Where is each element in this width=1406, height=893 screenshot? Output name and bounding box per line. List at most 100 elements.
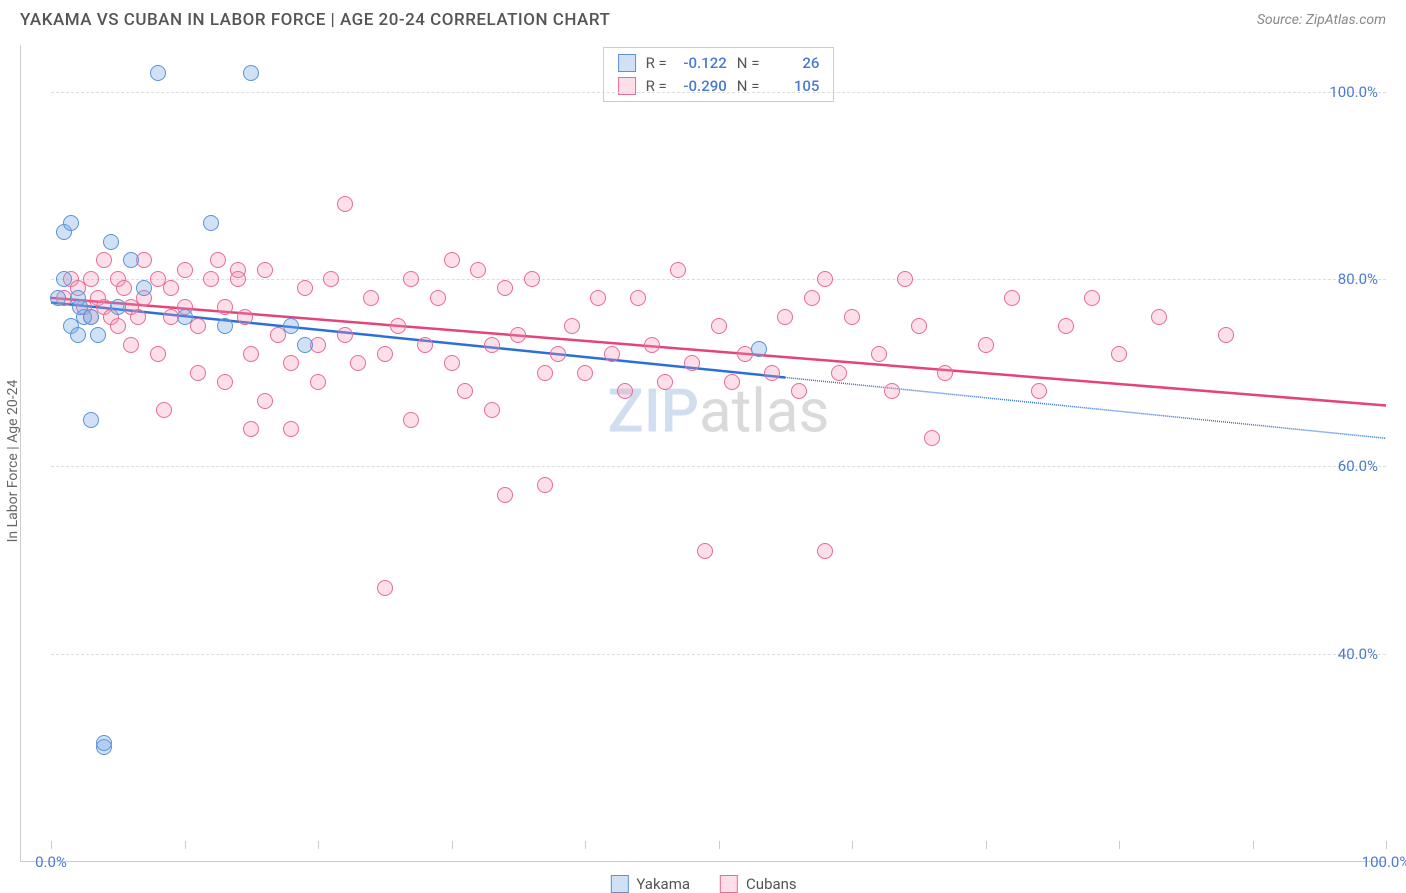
data-point [136, 280, 152, 296]
data-point [283, 355, 299, 371]
data-point [190, 365, 206, 381]
data-point [56, 271, 72, 287]
data-point [337, 327, 353, 343]
y-axis-label: In Labor Force | Age 20-24 [5, 380, 21, 543]
legend-label: Yakama [636, 875, 690, 893]
data-point [617, 383, 633, 399]
data-point [297, 337, 313, 353]
stat-r-value: -0.290 [677, 75, 727, 98]
y-tick-label: 100.0% [1329, 83, 1378, 101]
data-point [123, 252, 139, 268]
data-point [190, 318, 206, 334]
data-point [350, 355, 366, 371]
data-point [1031, 383, 1047, 399]
data-point [590, 290, 606, 306]
legend-item: Yakama [610, 875, 690, 893]
data-point [177, 262, 193, 278]
data-point [444, 252, 460, 268]
data-point [90, 327, 106, 343]
data-point [630, 290, 646, 306]
data-point [177, 309, 193, 325]
data-point [283, 318, 299, 334]
data-point [604, 346, 620, 362]
data-point [363, 290, 379, 306]
stat-n-value: 26 [769, 52, 819, 75]
data-point [537, 477, 553, 493]
data-point [577, 365, 593, 381]
data-point [924, 430, 940, 446]
data-point [310, 374, 326, 390]
stat-label: N = [737, 52, 760, 75]
x-tick [51, 841, 52, 849]
data-point [72, 299, 88, 315]
plot-area: ZIPatlas R =-0.122N =26R =-0.290N =105 4… [51, 45, 1386, 841]
data-point [130, 309, 146, 325]
data-point [203, 215, 219, 231]
data-point [110, 318, 126, 334]
legend-swatch [610, 875, 628, 893]
legend-label: Cubans [746, 875, 797, 893]
data-point [537, 365, 553, 381]
data-point [283, 421, 299, 437]
data-point [764, 365, 780, 381]
data-point [203, 271, 219, 287]
stat-label: R = [646, 52, 667, 75]
data-point [510, 327, 526, 343]
data-point [1151, 309, 1167, 325]
data-point [83, 271, 99, 287]
data-point [243, 421, 259, 437]
data-point [110, 299, 126, 315]
x-tick [1386, 841, 1387, 849]
correlation-stats-box: R =-0.122N =26R =-0.290N =105 [603, 47, 835, 102]
data-point [156, 402, 172, 418]
data-point [337, 196, 353, 212]
data-point [1111, 346, 1127, 362]
data-point [817, 543, 833, 559]
y-tick-label: 80.0% [1338, 270, 1378, 288]
y-tick-label: 60.0% [1338, 457, 1378, 475]
chart-title: YAKAMA VS CUBAN IN LABOR FORCE | AGE 20-… [20, 10, 610, 30]
data-point [217, 374, 233, 390]
data-point [804, 290, 820, 306]
data-point [550, 346, 566, 362]
data-point [644, 337, 660, 353]
data-point [96, 252, 112, 268]
data-point [844, 309, 860, 325]
trend-line-extrapolated [785, 377, 1386, 438]
data-point [724, 374, 740, 390]
data-point [1004, 290, 1020, 306]
data-point [323, 271, 339, 287]
data-point [257, 393, 273, 409]
data-point [96, 735, 112, 751]
x-tick [1119, 841, 1120, 849]
data-point [150, 346, 166, 362]
y-tick-label: 40.0% [1338, 645, 1378, 663]
header: YAKAMA VS CUBAN IN LABOR FORCE | AGE 20-… [0, 0, 1406, 36]
x-tick [986, 841, 987, 849]
x-tick [452, 841, 453, 849]
gridline [51, 654, 1386, 655]
data-point [497, 280, 513, 296]
stats-row: R =-0.122N =26 [618, 52, 820, 75]
stat-n-value: 105 [769, 75, 819, 98]
data-point [884, 383, 900, 399]
data-point [911, 318, 927, 334]
data-point [417, 337, 433, 353]
data-point [243, 65, 259, 81]
data-point [123, 337, 139, 353]
stat-label: N = [737, 75, 760, 98]
data-point [817, 271, 833, 287]
data-point [444, 355, 460, 371]
data-point [670, 262, 686, 278]
trend-lines [51, 45, 1386, 841]
data-point [70, 327, 86, 343]
data-point [937, 365, 953, 381]
data-point [430, 290, 446, 306]
legend-swatch [720, 875, 738, 893]
data-point [1058, 318, 1074, 334]
data-point [711, 318, 727, 334]
x-tick-label: 0.0% [35, 853, 67, 871]
data-point [871, 346, 887, 362]
stats-row: R =-0.290N =105 [618, 75, 820, 98]
data-point [657, 374, 673, 390]
